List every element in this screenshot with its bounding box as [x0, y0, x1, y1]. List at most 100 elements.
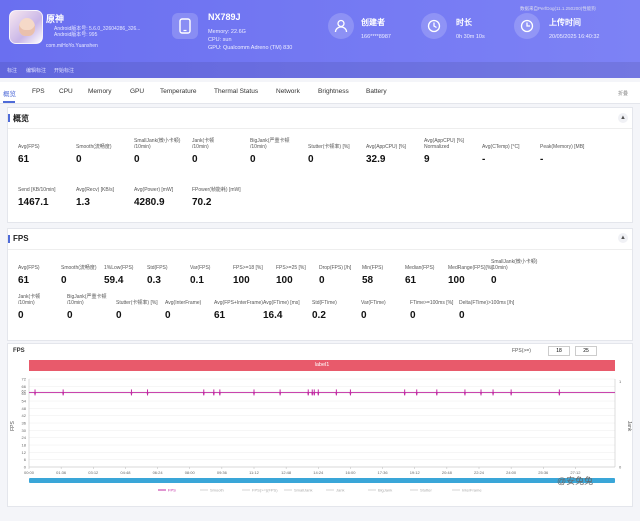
legend-item-label[interactable]: Jank — [336, 488, 344, 493]
metric-value: 0 — [134, 154, 140, 165]
fps-collapse-icon[interactable]: ▲ — [618, 233, 628, 243]
metric-item: Avg(FPS) 61 — [18, 138, 74, 165]
y-tick-label: 48 — [22, 406, 27, 411]
metric-label: Jank(卡顿/10min) — [18, 294, 41, 306]
metric-label: Avg(Recv) [KB/s] — [76, 187, 114, 193]
metric-value: 32.9 — [366, 154, 386, 165]
metric-value: 0 — [308, 154, 314, 165]
header-watermark: 数据来自PerfDog(11.1.250200)性能狗 — [520, 6, 596, 11]
tab-memory[interactable]: Memory — [88, 88, 112, 95]
overview-collapse-icon[interactable]: ▲ — [618, 113, 628, 123]
x-tick-label: 14:24 — [313, 470, 324, 475]
fps-point-marker — [349, 389, 351, 396]
metric-value: 0.3 — [147, 275, 161, 286]
metric-label: MedRange(FPS)[%] — [448, 265, 493, 271]
annotation-label: 标注 — [7, 68, 18, 74]
metric-value: 4280.9 — [134, 197, 165, 208]
metric-value: 0 — [165, 310, 171, 321]
app-package: com.miHoYo.Yuanshen — [46, 43, 98, 49]
metric-item: Avg(Recv) [KB/s] 1.3 — [76, 181, 132, 208]
metric-item: Std(FPS) 0.3 — [147, 259, 203, 286]
metric-item: Var(FTime) 0 — [361, 294, 417, 321]
metric-value: 0 — [76, 154, 82, 165]
fps-point-marker — [416, 389, 418, 396]
metric-label: Min(FPS) — [362, 265, 384, 271]
metric-value: 0 — [192, 154, 198, 165]
upload-value: 20/05/2025 16:40:32 — [549, 34, 600, 40]
metric-item: FTime>=100ms [%] 0 — [410, 294, 466, 321]
fps-point-marker — [480, 389, 482, 396]
tab-gpu[interactable]: GPU — [130, 88, 145, 95]
metric-label: FPS>=25 [%] — [276, 265, 306, 271]
metric-item: SmallJank(微小卡顿)/10min) 0 — [134, 138, 190, 165]
report-header: 原神 Android版本号: 5.6.0_32604286_326... And… — [0, 0, 640, 78]
tab-cpu[interactable]: CPU — [59, 88, 73, 95]
metric-label: Jank(卡顿/10min) — [192, 138, 215, 150]
time-range-scrollbar[interactable] — [29, 478, 615, 483]
metric-value: 0 — [18, 310, 24, 321]
metric-value: - — [482, 154, 486, 165]
start-annotation-link[interactable]: 开始标注 — [54, 68, 75, 74]
tab-temperature[interactable]: Temperature — [160, 88, 197, 95]
legend-item-label[interactable]: BigJank — [378, 488, 392, 493]
app-name: 原神 — [46, 14, 65, 24]
legend-item-label[interactable]: SmallJank — [294, 488, 312, 493]
metric-value: 0 — [491, 275, 497, 286]
fps-point-marker — [558, 389, 560, 396]
x-tick-label: 11:12 — [249, 470, 259, 475]
metric-label: Delta(FTime)>100ms [/h] — [459, 300, 515, 306]
fps-point-marker — [335, 389, 337, 396]
y-tick-label: 24 — [22, 435, 27, 440]
app-icon — [9, 10, 43, 44]
metric-item: Median(FPS) 61 — [405, 259, 461, 286]
tab-battery[interactable]: Battery — [366, 88, 387, 95]
metric-label: Var(FPS) — [190, 265, 211, 271]
metric-value: 0.1 — [190, 275, 204, 286]
tab-network[interactable]: Network — [276, 88, 300, 95]
metric-label: Avg(Power) [mW] — [134, 187, 174, 193]
tab-fps[interactable]: FPS — [32, 88, 45, 95]
tab-thermal-status[interactable]: Thermal Status — [214, 88, 259, 95]
metric-label: Avg(CTemp) [°C] — [482, 144, 520, 150]
overview-section: 概览 ▲ Avg(FPS) 61 Smooth(流畅度) 0 SmallJank(微小卡… — [7, 107, 633, 223]
fps-threshold-input-2[interactable] — [575, 346, 597, 356]
metric-item: Avg(FTime) [ms] 16.4 — [263, 294, 319, 321]
metric-value: 58 — [362, 275, 374, 286]
metric-item: Jank(卡顿/10min) 0 — [192, 138, 248, 165]
metric-value: 0 — [116, 310, 122, 321]
metric-item: Drop(FPS) [/h] 0 — [319, 259, 375, 286]
fps-point-marker — [147, 389, 149, 396]
metric-item: FPower(帧能耗) [mW] 70.2 — [192, 181, 248, 208]
metric-value: 70.2 — [192, 197, 212, 208]
metric-value: 61 — [18, 275, 30, 286]
metric-item: BigJank(严重卡顿/10min) 0 — [250, 138, 306, 165]
fps-threshold-input-1[interactable] — [548, 346, 570, 356]
label-bar[interactable]: label1 — [29, 360, 615, 371]
legend-item-label[interactable]: Stutter — [420, 488, 432, 493]
metric-value: 1.3 — [76, 197, 90, 208]
metric-item: 1%Low(FPS) 59.4 — [104, 259, 160, 286]
y-tick-label: 12 — [22, 450, 27, 455]
metric-label: 1%Low(FPS) — [104, 265, 134, 271]
legend-item-label[interactable]: Smooth — [210, 488, 224, 493]
active-tab-indicator — [3, 101, 15, 103]
legend-item-label[interactable]: FPS — [168, 488, 176, 493]
collapse-button[interactable]: 折叠 — [617, 91, 628, 97]
x-tick-label: 19:12 — [410, 470, 421, 475]
legend-item-label[interactable]: FPS(>=)(FPS) — [252, 488, 278, 493]
tab-overview[interactable]: 概览 — [3, 91, 16, 98]
y-tick-label: 72 — [22, 377, 27, 382]
tab-brightness[interactable]: Brightness — [318, 88, 349, 95]
metric-item: Send [KB/10min] 1467.1 — [18, 181, 74, 208]
metric-label: Avg(FTime) [ms] — [263, 300, 300, 306]
metric-value: 61 — [18, 154, 30, 165]
metric-label: FTime>=100ms [%] — [410, 300, 454, 306]
metric-value: 16.4 — [263, 310, 283, 321]
overview-title: 概览 — [8, 114, 29, 123]
metric-label: Smooth(流畅度) — [76, 144, 112, 150]
edit-annotation-link[interactable]: 编辑标注 — [26, 68, 47, 74]
metric-label: BigJank(严重卡顿/10min) — [67, 294, 107, 306]
legend-item-label[interactable]: InterFrame — [462, 488, 482, 493]
y-tick-label: 36 — [22, 421, 27, 426]
metric-item: Avg(CTemp) [°C] - — [482, 138, 538, 165]
